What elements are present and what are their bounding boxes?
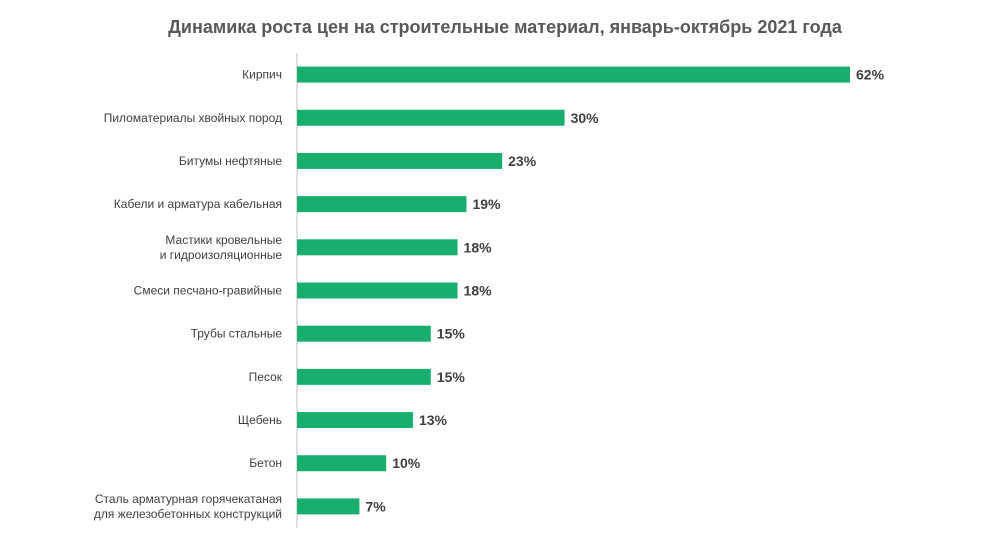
bar: [297, 455, 387, 472]
category-label: Сталь арматурная горячекатаная для железо…: [94, 492, 282, 521]
data-label: 15%: [437, 326, 466, 342]
bar: [297, 325, 431, 342]
category-label-line: Смеси песчано-гравийные: [134, 284, 283, 298]
category-label: Песок: [249, 370, 283, 384]
data-label: 13%: [419, 412, 448, 428]
bar: [297, 196, 467, 213]
category-label-line: Кирпич: [242, 68, 282, 82]
category-label-line: Пиломатериалы хвойных пород: [104, 111, 282, 125]
category-label-line: Трубы стальные: [191, 327, 283, 341]
data-label: 15%: [437, 369, 466, 385]
category-label: Смеси песчано-гравийные: [134, 284, 283, 298]
category-label-line: и гидроизоляционные: [160, 248, 283, 262]
bar: [297, 282, 458, 299]
bar: [297, 239, 458, 256]
category-label: Трубы стальные: [191, 327, 283, 341]
bar: [297, 66, 850, 83]
category-label-line: Мастики кровельные: [165, 233, 282, 247]
category-label-line: Кабели и арматура кабельная: [114, 197, 282, 211]
category-label: Битумы нефтяные: [179, 154, 282, 168]
category-label: Щебень: [238, 413, 282, 427]
data-label: 18%: [464, 283, 493, 299]
category-label: Мастики кровельные и гидроизоляционные: [160, 233, 283, 262]
bar: [297, 152, 503, 169]
category-label: Пиломатериалы хвойных пород: [104, 111, 282, 125]
data-label: 7%: [365, 498, 386, 514]
data-label: 30%: [571, 110, 600, 126]
category-label-line: Щебень: [238, 413, 282, 427]
category-label: Кабели и арматура кабельная: [114, 197, 282, 211]
data-label: 62%: [856, 67, 885, 83]
category-label-line: Сталь арматурная горячекатаная: [95, 492, 282, 506]
category-label-line: Битумы нефтяные: [179, 154, 282, 168]
category-label-line: Песок: [249, 370, 283, 384]
bar: [297, 412, 413, 429]
category-label-line: Бетон: [249, 456, 282, 470]
data-label: 18%: [464, 239, 493, 255]
chart-title: Динамика роста цен на строительные матер…: [168, 17, 843, 37]
category-label: Кирпич: [242, 68, 282, 82]
bar: [297, 498, 360, 515]
bars-group: 62% Кирпич 30% Пиломатериалы хвойных пород 2…: [94, 66, 885, 521]
category-label-line: для железобетонных конструкций: [94, 507, 282, 521]
data-label: 10%: [392, 455, 421, 471]
data-label: 19%: [472, 196, 501, 212]
data-label: 23%: [508, 153, 537, 169]
bar: [297, 368, 431, 385]
category-label: Бетон: [249, 456, 282, 470]
bar: [297, 109, 565, 126]
